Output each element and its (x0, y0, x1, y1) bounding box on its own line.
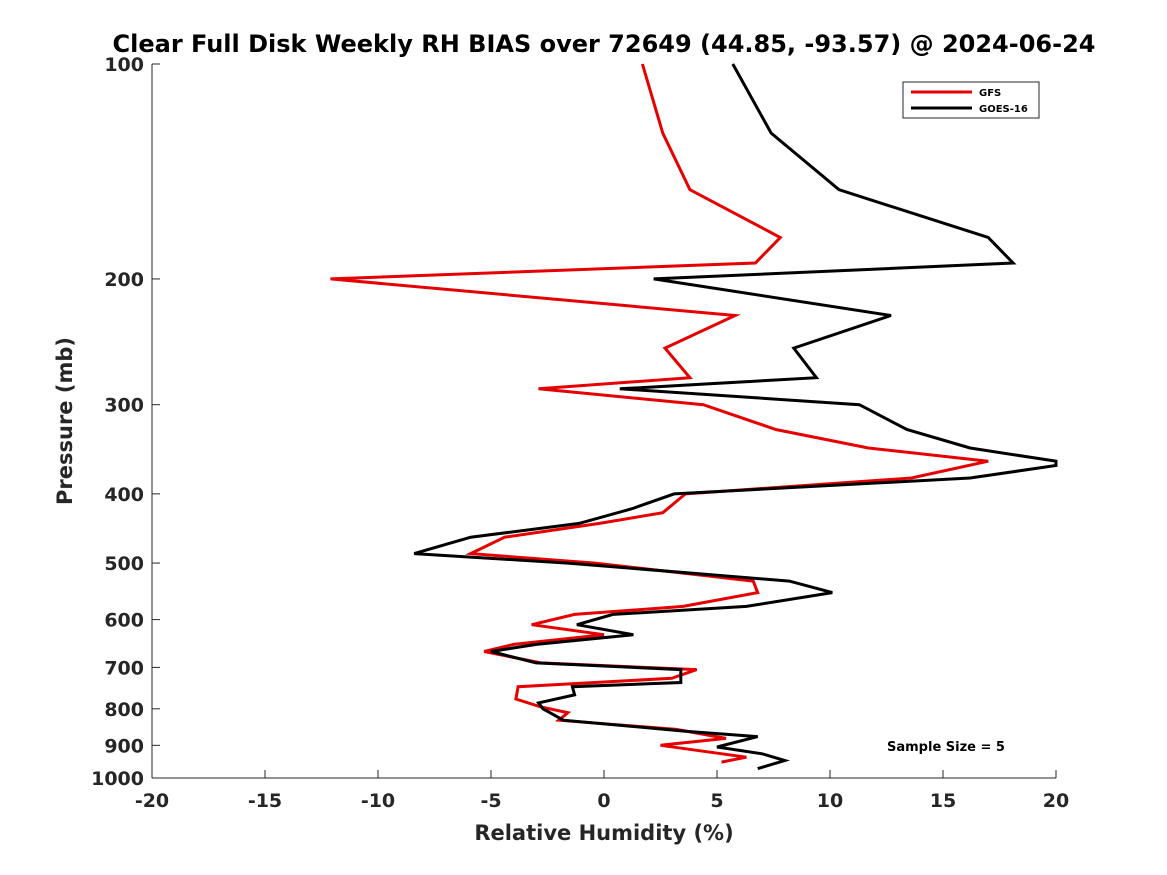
x-tick-label: 5 (710, 790, 723, 812)
legend-box (902, 81, 1040, 119)
series-line-goes-16 (413, 63, 1058, 771)
legend-label-gfs: GFS (979, 88, 1001, 99)
y-ticks: 100 200 300 400 500 600 700 800 900 1000 (91, 54, 160, 790)
x-tick-label: 15 (930, 790, 956, 812)
y-tick-label: 300 (104, 395, 144, 417)
y-tick-label: 1000 (91, 768, 144, 790)
x-tick-label: 10 (817, 790, 843, 812)
x-ticks: -20 -15 -10 -5 0 5 10 15 20 (135, 770, 1069, 812)
y-tick-label: 100 (104, 54, 144, 76)
x-tick-label: 20 (1043, 790, 1069, 812)
y-tick-label: 600 (104, 610, 144, 632)
x-tick-label: -15 (248, 790, 282, 812)
x-tick-label: 0 (597, 790, 610, 812)
y-tick-label: 200 (104, 269, 144, 291)
y-tick-label: 700 (104, 657, 144, 679)
x-axis-label: Relative Humidity (%) (474, 821, 733, 845)
legend-label-goes-16: GOES-16 (979, 104, 1028, 115)
y-tick-label: 800 (104, 699, 144, 721)
y-axis-label: Pressure (mb) (53, 337, 77, 505)
series-line-gfs (330, 63, 989, 764)
x-tick-label: -20 (135, 790, 169, 812)
y-tick-label: 500 (104, 553, 144, 575)
x-tick-label: -5 (480, 790, 501, 812)
sample-size-annotation: Sample Size = 5 (887, 740, 1005, 755)
x-tick-label: -10 (361, 790, 395, 812)
plot-area: -20 -15 -10 -5 0 5 10 15 20 100 200 300 400 500 600 70… (91, 54, 1069, 812)
legend: GFS GOES-16 (902, 81, 1040, 119)
chart-title: Clear Full Disk Weekly RH BIAS over 7264… (113, 30, 1096, 58)
y-tick-label: 400 (104, 484, 144, 506)
y-tick-label: 900 (104, 735, 144, 757)
series-lines (330, 63, 1058, 771)
